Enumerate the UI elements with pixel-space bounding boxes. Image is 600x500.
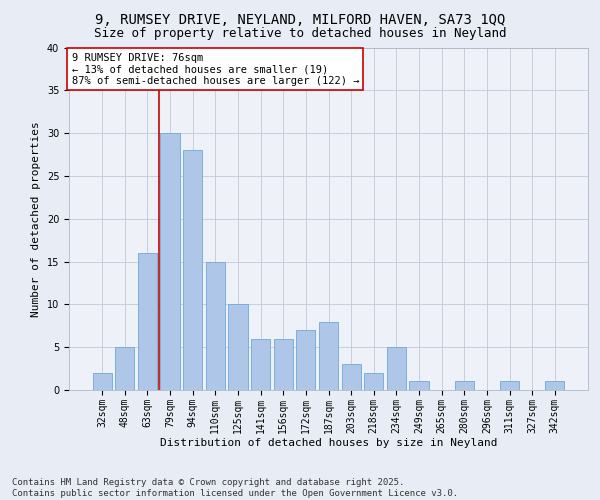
Bar [138,253,157,390]
Text: 9, RUMSEY DRIVE, NEYLAND, MILFORD HAVEN, SA73 1QQ: 9, RUMSEY DRIVE, NEYLAND, MILFORD HAVEN,… [95,12,505,26]
Bar [296,330,316,390]
Bar [92,373,112,390]
Bar [364,373,383,390]
Bar [115,347,134,390]
Bar [545,382,565,390]
Text: Size of property relative to detached houses in Neyland: Size of property relative to detached ho… [94,28,506,40]
Bar [251,338,270,390]
Text: 9 RUMSEY DRIVE: 76sqm
← 13% of detached houses are smaller (19)
87% of semi-deta: 9 RUMSEY DRIVE: 76sqm ← 13% of detached … [71,52,359,86]
Bar [455,382,474,390]
Bar [409,382,428,390]
Bar [160,133,180,390]
Bar [341,364,361,390]
Bar [274,338,293,390]
Bar [387,347,406,390]
Bar [183,150,202,390]
Y-axis label: Number of detached properties: Number of detached properties [31,121,41,316]
Bar [500,382,519,390]
Text: Contains HM Land Registry data © Crown copyright and database right 2025.
Contai: Contains HM Land Registry data © Crown c… [12,478,458,498]
Bar [229,304,248,390]
Bar [206,262,225,390]
X-axis label: Distribution of detached houses by size in Neyland: Distribution of detached houses by size … [160,438,497,448]
Bar [319,322,338,390]
